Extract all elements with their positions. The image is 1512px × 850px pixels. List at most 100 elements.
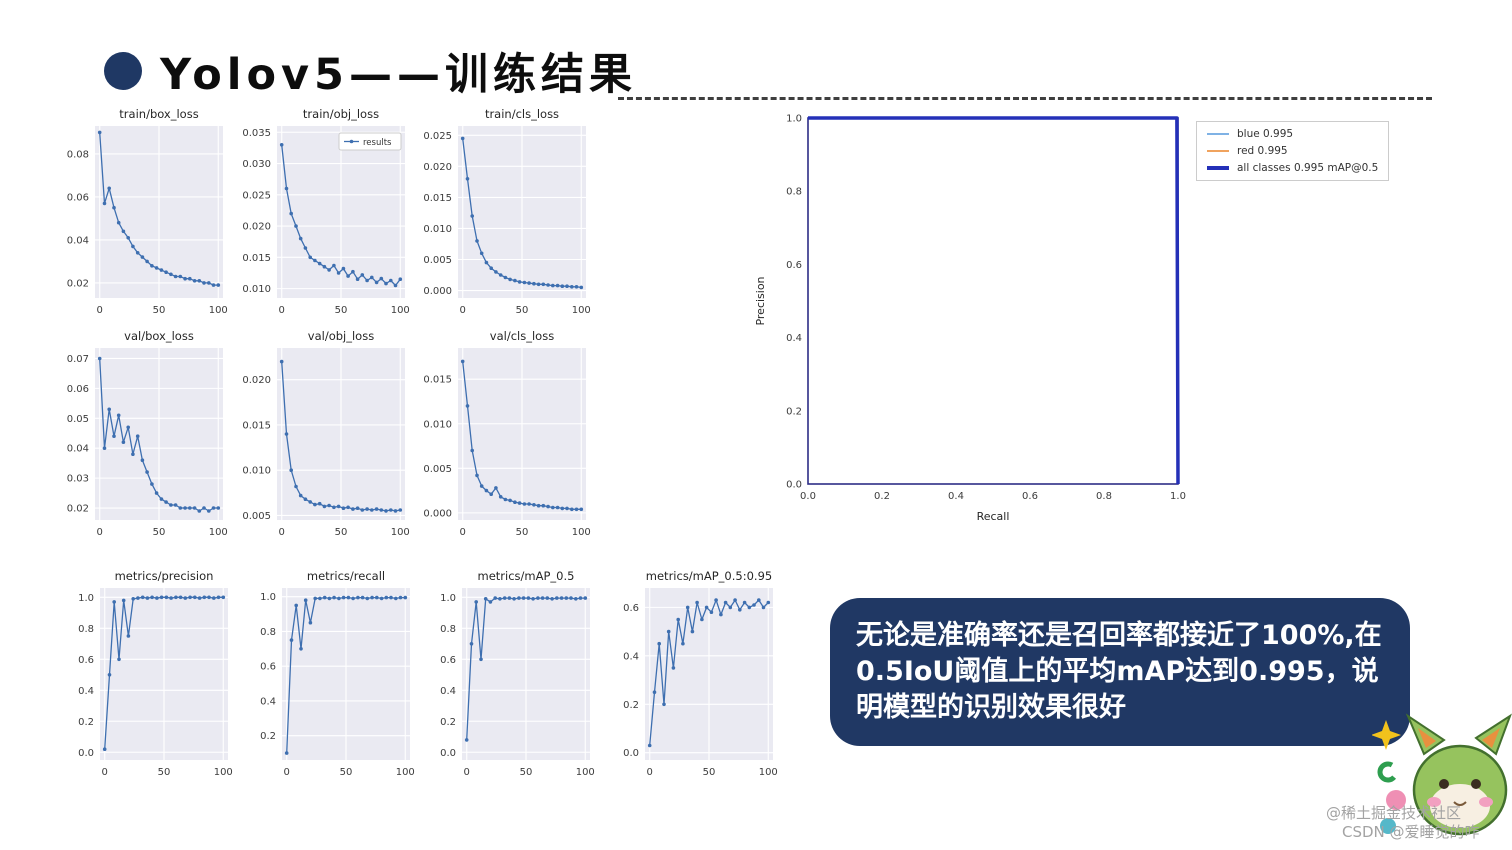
- svg-text:0: 0: [279, 305, 285, 316]
- chart-metrics-map05: 0.0 0.2 0.4 0.6 0.8 1.0 0 50 100 metrics/mAP_0.5: [418, 566, 596, 790]
- svg-text:0.2: 0.2: [874, 491, 890, 502]
- svg-text:50: 50: [153, 527, 166, 538]
- svg-text:0.6: 0.6: [78, 655, 94, 666]
- legend-line-swatch: [1207, 166, 1229, 170]
- svg-text:100: 100: [214, 767, 233, 778]
- svg-text:0.010: 0.010: [242, 284, 271, 295]
- svg-text:50: 50: [153, 305, 166, 316]
- svg-text:0.6: 0.6: [260, 662, 276, 673]
- svg-text:0.6: 0.6: [1022, 491, 1038, 502]
- svg-text:0.025: 0.025: [423, 131, 452, 142]
- svg-text:100: 100: [391, 527, 410, 538]
- svg-text:0.4: 0.4: [948, 491, 964, 502]
- svg-text:0.010: 0.010: [423, 419, 452, 430]
- ring-decoration-icon: [1377, 761, 1399, 783]
- legend-entry: blue 0.995: [1207, 128, 1378, 140]
- svg-text:1.0: 1.0: [1170, 491, 1186, 502]
- svg-text:0.02: 0.02: [67, 504, 89, 515]
- svg-text:0.07: 0.07: [67, 354, 89, 365]
- svg-text:0.8: 0.8: [440, 624, 456, 635]
- chart-train-obj-loss: 0.010 0.015 0.020 0.025 0.030 0.035 0 50 100 trai…: [233, 104, 411, 328]
- conclusion-callout: 无论是准确率还是召回率都接近了100%,在0.5IoU阈值上的平均mAP达到0.…: [830, 598, 1410, 746]
- svg-text:metrics/mAP_0.5: metrics/mAP_0.5: [478, 569, 575, 583]
- svg-text:results: results: [363, 138, 392, 148]
- svg-text:0.8: 0.8: [1096, 491, 1112, 502]
- svg-text:0.04: 0.04: [67, 235, 89, 246]
- svg-text:0.6: 0.6: [786, 260, 802, 271]
- pr-chart: 0.0 0.2 0.4 0.6 0.8 1.0 0.0 0.2 0.4 0.6 0.8 1.0 Reca…: [750, 108, 1186, 532]
- chart-train-box-loss: 0.02 0.04 0.06 0.08 0 50 100 train/box_loss: [51, 104, 229, 328]
- svg-text:0.0: 0.0: [440, 748, 456, 759]
- svg-text:0: 0: [279, 527, 285, 538]
- mascot-graphic: [1372, 713, 1512, 836]
- svg-text:0: 0: [97, 527, 103, 538]
- chart-metrics-map0595: 0.0 0.2 0.4 0.6 0 50 100 metrics/mAP_0.5:0.95: [601, 566, 779, 790]
- svg-text:train/cls_loss: train/cls_loss: [485, 107, 559, 121]
- svg-text:0.020: 0.020: [242, 375, 271, 386]
- svg-text:val/obj_loss: val/obj_loss: [308, 329, 374, 343]
- svg-text:0.4: 0.4: [260, 696, 276, 707]
- svg-text:val/cls_loss: val/cls_loss: [490, 329, 554, 343]
- legend-line-swatch: [1207, 133, 1229, 135]
- svg-text:0.005: 0.005: [242, 511, 271, 522]
- svg-text:0: 0: [647, 767, 653, 778]
- teal-ball-decoration-icon: [1380, 818, 1396, 834]
- legend-label: red 0.995: [1237, 145, 1288, 157]
- svg-text:100: 100: [396, 767, 415, 778]
- dashed-separator: [618, 97, 1432, 100]
- svg-text:50: 50: [516, 527, 529, 538]
- sparkle-icon: [1372, 720, 1401, 750]
- svg-text:0: 0: [460, 527, 466, 538]
- svg-text:Precision: Precision: [754, 276, 767, 325]
- pr-legend: blue 0.995 red 0.995 all classes 0.995 m…: [1196, 121, 1390, 181]
- conclusion-text: 无论是准确率还是召回率都接近了100%,在0.5IoU阈值上的平均mAP达到0.…: [856, 619, 1382, 724]
- svg-text:0.0: 0.0: [623, 748, 639, 759]
- svg-text:val/box_loss: val/box_loss: [124, 329, 194, 343]
- svg-text:0.2: 0.2: [260, 731, 276, 742]
- svg-text:0.005: 0.005: [423, 464, 452, 475]
- svg-text:metrics/recall: metrics/recall: [307, 569, 385, 583]
- svg-text:50: 50: [335, 527, 348, 538]
- svg-text:0.015: 0.015: [242, 420, 271, 431]
- svg-text:metrics/precision: metrics/precision: [115, 569, 214, 583]
- svg-text:50: 50: [520, 767, 533, 778]
- svg-text:0.02: 0.02: [67, 278, 89, 289]
- svg-text:0.0: 0.0: [78, 748, 94, 759]
- svg-text:0.08: 0.08: [67, 149, 89, 160]
- svg-text:0.03: 0.03: [67, 474, 89, 485]
- title-row: Yolov5——训练结果: [104, 40, 637, 102]
- svg-text:0.005: 0.005: [423, 255, 452, 266]
- svg-text:0.020: 0.020: [242, 222, 271, 233]
- legend-line-swatch: [1207, 150, 1229, 152]
- chart-val-box-loss: 0.02 0.03 0.04 0.05 0.06 0.07 0 50 100 val/box_lo…: [51, 326, 229, 550]
- svg-text:0.4: 0.4: [78, 686, 94, 697]
- svg-text:100: 100: [759, 767, 778, 778]
- svg-text:0.010: 0.010: [423, 224, 452, 235]
- svg-text:100: 100: [572, 527, 591, 538]
- svg-text:train/box_loss: train/box_loss: [119, 107, 198, 121]
- svg-text:0.2: 0.2: [78, 717, 94, 728]
- svg-text:1.0: 1.0: [786, 114, 802, 125]
- svg-text:0.05: 0.05: [67, 414, 89, 425]
- svg-text:0.015: 0.015: [242, 253, 271, 264]
- legend-entry: all classes 0.995 mAP@0.5: [1207, 162, 1378, 174]
- svg-text:0.6: 0.6: [623, 603, 639, 614]
- svg-text:100: 100: [572, 305, 591, 316]
- svg-text:0.015: 0.015: [423, 375, 452, 386]
- svg-text:0.8: 0.8: [260, 627, 276, 638]
- svg-text:100: 100: [391, 305, 410, 316]
- legend-label: blue 0.995: [1237, 128, 1294, 140]
- pink-ball-decoration-icon: [1386, 790, 1406, 810]
- svg-text:metrics/mAP_0.5:0.95: metrics/mAP_0.5:0.95: [646, 569, 772, 583]
- svg-text:0: 0: [102, 767, 108, 778]
- svg-text:0.8: 0.8: [786, 187, 802, 198]
- svg-text:0.2: 0.2: [623, 700, 639, 711]
- svg-text:0.0: 0.0: [786, 480, 802, 491]
- svg-text:0.06: 0.06: [67, 384, 89, 395]
- svg-text:0.0: 0.0: [800, 491, 816, 502]
- svg-text:0.020: 0.020: [423, 162, 452, 173]
- svg-text:0: 0: [464, 767, 470, 778]
- chart-train-cls-loss: 0.000 0.005 0.010 0.015 0.020 0.025 0 50 100 trai…: [414, 104, 592, 328]
- svg-text:0.030: 0.030: [242, 159, 271, 170]
